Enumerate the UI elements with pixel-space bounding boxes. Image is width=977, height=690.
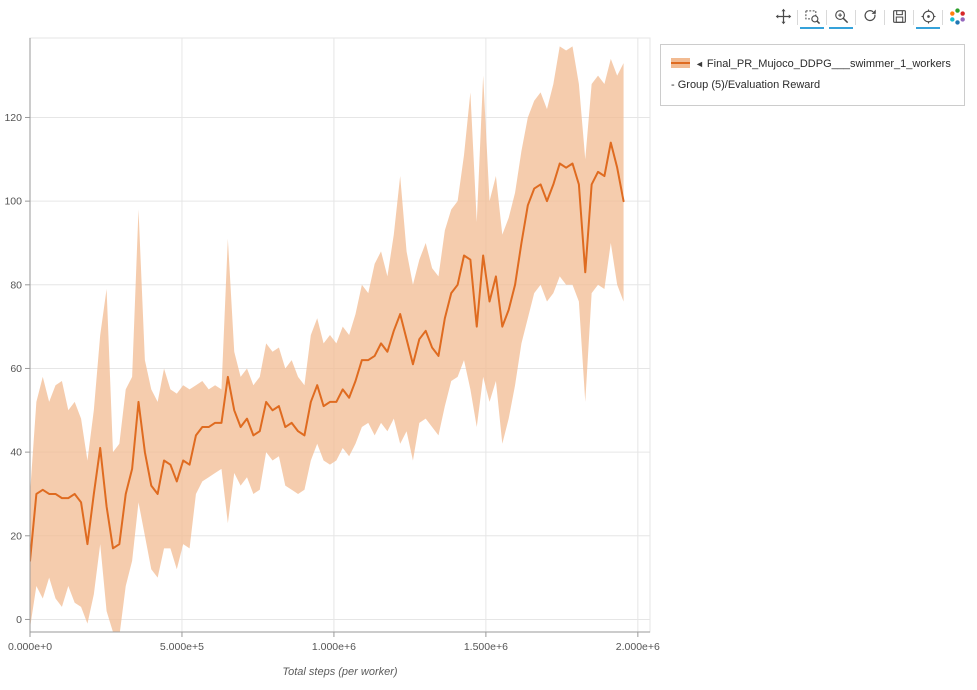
y-tick-label: 60 bbox=[10, 363, 22, 375]
chart-canvas[interactable]: 0 20 40 60 80 100 120 0.000e+0 5.000e+5 1.000e+6 1… bbox=[0, 30, 680, 690]
legend-swatch bbox=[671, 58, 690, 68]
hover-icon bbox=[921, 9, 935, 23]
figure: 0 20 40 60 80 100 120 0.000e+0 5.000e+5 1.000e+6 1… bbox=[0, 30, 680, 690]
series-group bbox=[30, 46, 625, 632]
box-zoom-icon bbox=[804, 9, 820, 24]
y-tick-label: 80 bbox=[10, 279, 22, 291]
y-tick-label: 0 bbox=[16, 614, 22, 626]
confidence-band bbox=[30, 46, 624, 632]
toolbar-separator bbox=[826, 9, 827, 25]
box-zoom-tool-button[interactable] bbox=[800, 5, 824, 29]
legend: ◄ Final_PR_Mujoco_DDPG___swimmer_1_worker… bbox=[660, 44, 965, 106]
y-tick-label: 120 bbox=[4, 112, 22, 124]
toolbar-separator bbox=[855, 9, 856, 25]
x-tick-label: 1.500e+6 bbox=[464, 641, 508, 653]
x-tick-label: 5.000e+5 bbox=[160, 641, 204, 653]
wheel-zoom-icon bbox=[834, 9, 848, 23]
x-tick-label: 1.000e+6 bbox=[312, 641, 356, 653]
legend-label: Final_PR_Mujoco_DDPG___swimmer_1_workers… bbox=[671, 58, 951, 91]
save-icon bbox=[892, 9, 906, 23]
y-tick-label: 20 bbox=[10, 530, 22, 542]
toolbar-separator bbox=[797, 9, 798, 25]
plot-toolbar bbox=[771, 5, 969, 29]
reset-icon bbox=[864, 9, 876, 21]
y-tick-label: 100 bbox=[4, 196, 22, 208]
toolbar-separator bbox=[884, 9, 885, 25]
reset-tool-button[interactable] bbox=[858, 5, 882, 29]
toolbar-separator bbox=[942, 9, 943, 25]
bokeh-logo-icon bbox=[949, 7, 965, 25]
save-tool-button[interactable] bbox=[887, 5, 911, 29]
bokeh-logo-button[interactable] bbox=[945, 5, 969, 29]
pan-icon bbox=[775, 8, 791, 24]
toolbar-separator bbox=[913, 9, 914, 25]
legend-item[interactable]: ◄ Final_PR_Mujoco_DDPG___swimmer_1_worker… bbox=[671, 58, 951, 91]
x-tick-label: 0.000e+0 bbox=[8, 641, 52, 653]
mean-line bbox=[30, 141, 625, 562]
hover-tool-button[interactable] bbox=[916, 5, 940, 29]
wheel-zoom-tool-button[interactable] bbox=[829, 5, 853, 29]
y-tick-label: 40 bbox=[10, 447, 22, 459]
x-axis-title: Total steps (per worker) bbox=[282, 666, 398, 678]
x-tick-label: 2.000e+6 bbox=[616, 641, 660, 653]
pan-tool-button[interactable] bbox=[771, 5, 795, 29]
legend-mute-marker: ◄ bbox=[695, 59, 704, 69]
